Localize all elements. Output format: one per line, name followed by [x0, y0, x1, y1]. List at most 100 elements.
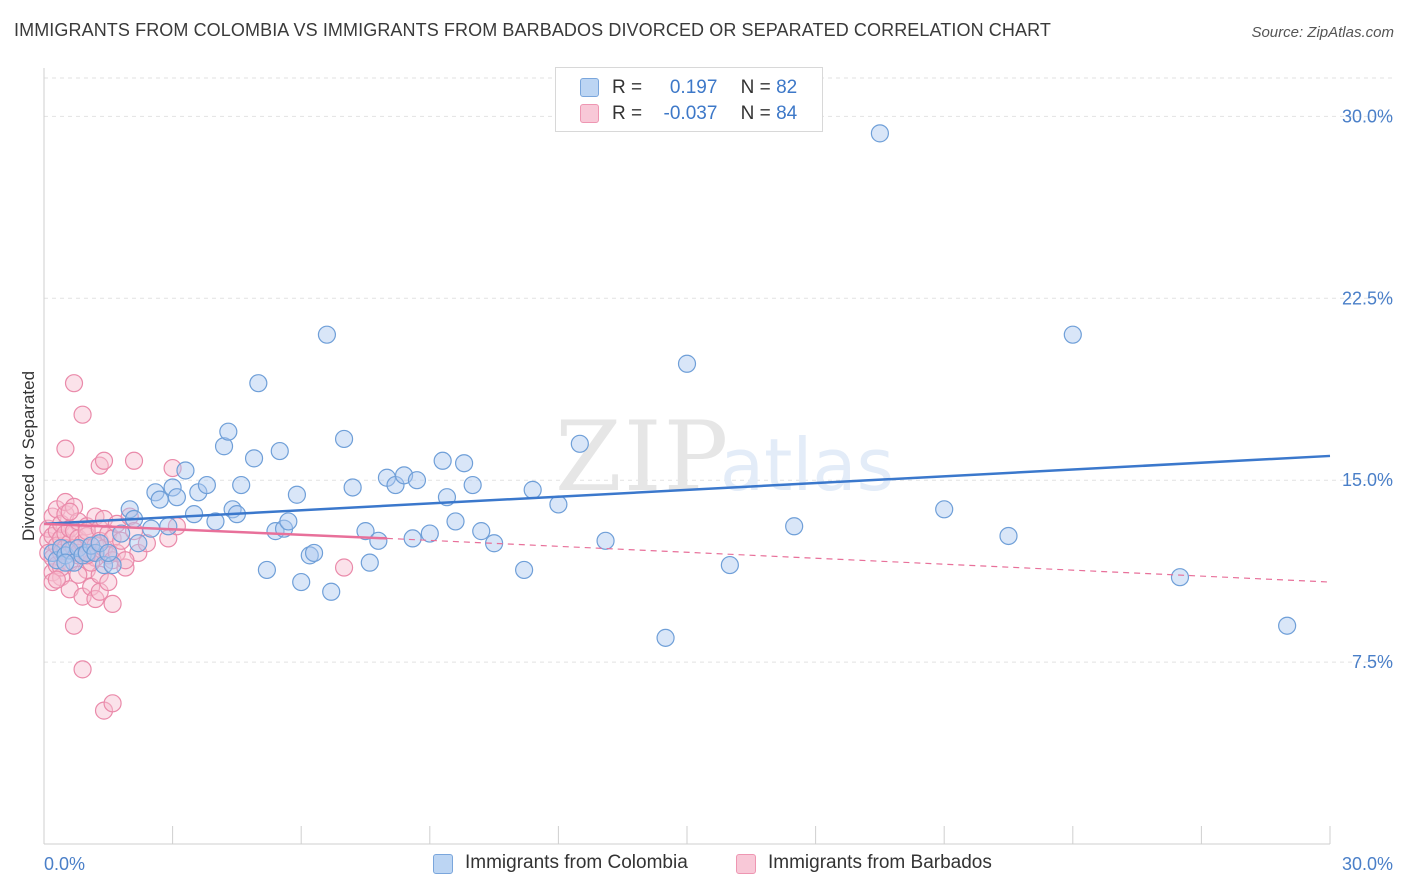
- colombia-point: [257, 560, 277, 580]
- colombia-point: [356, 522, 375, 541]
- barbados-point: [103, 694, 122, 713]
- colombia-point: [403, 529, 422, 548]
- colombia-trend-line: [43, 454, 1331, 526]
- colombia-point: [785, 517, 804, 536]
- colombia-point: [279, 512, 298, 531]
- colombia-point: [1170, 568, 1190, 587]
- barbados-point: [69, 565, 88, 584]
- colombia-point: [99, 543, 118, 563]
- barbados-point: [94, 451, 114, 470]
- colombia-point: [523, 480, 542, 499]
- colombia-point: [56, 553, 75, 572]
- y-tick-label: 30.0%: [1342, 106, 1393, 126]
- barbados-point: [64, 374, 84, 393]
- legend-r-value-barbados: -0.037: [663, 103, 718, 124]
- source-label: Source: ZipAtlas.com: [1251, 24, 1394, 41]
- bottom-legend-swatch-barbados: [736, 854, 756, 874]
- bottom-legend-swatch-colombia: [433, 854, 453, 874]
- y-tick-label: 22.5%: [1342, 288, 1393, 308]
- bottom-legend-label-barbados: Immigrants from Barbados: [768, 852, 992, 873]
- colombia-point: [112, 524, 131, 543]
- barbados-point: [56, 439, 75, 458]
- correlation-legend: R = 0.197 N = 82 R = -0.037 N = 84: [555, 67, 823, 132]
- colombia-point: [570, 434, 589, 453]
- colombia-point: [360, 553, 379, 572]
- chart-title: IMMIGRANTS FROM COLOMBIA VS IMMIGRANTS F…: [14, 20, 1051, 40]
- colombia-point: [433, 451, 452, 470]
- barbados-point: [64, 616, 84, 635]
- x-ticks: [172, 826, 1331, 844]
- colombia-point: [249, 374, 268, 393]
- barbados-point: [99, 572, 118, 592]
- legend-r-value-colombia: 0.197: [669, 77, 718, 98]
- colombia-point: [454, 454, 474, 473]
- colombia-point: [935, 500, 954, 519]
- legend-swatch-barbados: [580, 104, 599, 123]
- colombia-point: [656, 628, 675, 647]
- barbados-point: [60, 502, 79, 521]
- y-tick-label: 15.0%: [1342, 470, 1393, 490]
- colombia-point: [343, 478, 362, 497]
- legend-n-label: N =: [740, 77, 771, 98]
- barbados-point: [124, 451, 144, 470]
- colombia-point: [870, 124, 890, 143]
- colombia-point: [287, 485, 307, 504]
- colombia-point: [463, 475, 482, 495]
- legend-n-label: N =: [740, 103, 771, 124]
- colombia-point: [120, 500, 139, 519]
- colombia-point: [244, 449, 264, 468]
- colombia-point: [446, 512, 465, 531]
- gridlines: [44, 77, 1392, 663]
- barbados-point: [103, 594, 122, 613]
- colombia-point: [515, 560, 534, 580]
- barbados-point: [56, 492, 75, 512]
- legend-n-value-barbados: 84: [776, 103, 798, 124]
- bottom-legend-label-colombia: Immigrants from Colombia: [465, 852, 688, 873]
- y-axis-title: Divorced or Separated: [19, 371, 38, 541]
- colombia-point: [322, 582, 341, 601]
- colombia-point: [232, 475, 251, 495]
- x-tick-label-min: 0.0%: [44, 854, 85, 874]
- colombia-point: [1278, 616, 1297, 635]
- barbados-point: [73, 405, 92, 424]
- colombia-point: [270, 441, 289, 461]
- watermark: ZIP atlas: [555, 401, 894, 513]
- colombia-point: [334, 429, 354, 449]
- y-tick-label: 7.5%: [1352, 652, 1393, 672]
- colombia-point: [163, 478, 182, 497]
- colombia-point: [292, 572, 311, 592]
- colombia-point: [159, 517, 178, 536]
- colombia-point: [596, 531, 615, 550]
- colombia-point: [150, 490, 169, 509]
- colombia-point: [184, 505, 204, 524]
- colombia-point: [1063, 325, 1082, 344]
- x-tick-label-max: 30.0%: [1342, 854, 1393, 874]
- colombia-point: [197, 475, 216, 495]
- colombia-point: [317, 325, 337, 344]
- colombia-point: [472, 522, 491, 541]
- colombia-point: [420, 524, 439, 543]
- barbados-trend-line: [43, 522, 387, 540]
- legend-n-value-colombia: 82: [776, 77, 798, 98]
- colombia-point: [369, 531, 388, 550]
- barbados-point: [73, 660, 92, 679]
- colombia-point: [103, 555, 122, 575]
- barbados-trend-extension: [386, 537, 1331, 583]
- colombia-points: [43, 124, 1297, 647]
- legend-r-label: R =: [612, 103, 643, 124]
- y-tick-labels: 7.5% 15.0% 22.5% 30.0%: [1342, 106, 1393, 672]
- colombia-point: [214, 437, 234, 456]
- colombia-point: [304, 543, 324, 563]
- legend-r-label: R =: [612, 77, 643, 98]
- watermark-atlas: atlas: [720, 423, 894, 507]
- barbados-point: [47, 570, 66, 589]
- colombia-point: [999, 526, 1018, 546]
- colombia-point: [176, 461, 195, 480]
- colombia-point: [129, 534, 148, 553]
- colombia-point: [677, 354, 697, 373]
- barbados-point: [334, 558, 354, 577]
- legend-swatch-colombia: [580, 78, 599, 97]
- colombia-point: [549, 495, 568, 514]
- colombia-point: [407, 471, 427, 490]
